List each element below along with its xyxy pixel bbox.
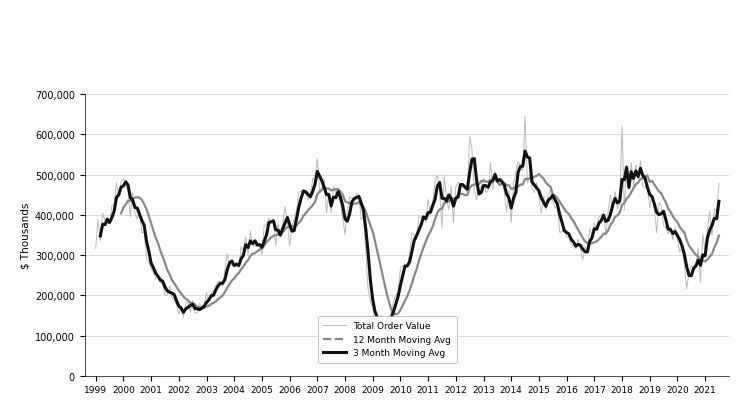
Total Order Value	[495, 183, 504, 188]
12 Month Moving Avg	[532, 174, 541, 179]
Y-axis label: $ Thousands: $ Thousands	[21, 202, 31, 268]
Line: Total Order Value: Total Order Value	[96, 117, 719, 324]
12 Month Moving Avg	[715, 233, 723, 238]
12 Month Moving Avg	[299, 214, 308, 218]
Total Order Value	[537, 211, 545, 216]
3 Month Moving Avg	[664, 227, 673, 232]
Text: Through July 2021: Through July 2021	[404, 62, 538, 77]
3 Month Moving Avg	[532, 186, 541, 191]
12 Month Moving Avg	[514, 185, 523, 190]
3 Month Moving Avg	[514, 170, 523, 175]
3 Month Moving Avg	[299, 189, 308, 194]
Text: USMTO: USMTO	[125, 19, 198, 38]
Total Order Value	[715, 181, 723, 186]
Bar	[0, 0, 107, 89]
Total Order Value	[520, 114, 529, 119]
12 Month Moving Avg	[664, 206, 673, 211]
Line: 3 Month Moving Avg: 3 Month Moving Avg	[100, 152, 719, 323]
Total Order Value	[664, 232, 673, 237]
Total Order Value	[668, 237, 677, 242]
Legend: Total Order Value, 12 Month Moving Avg, 3 Month Moving Avg: Total Order Value, 12 Month Moving Avg, …	[318, 316, 456, 363]
12 Month Moving Avg	[493, 180, 502, 185]
12 Month Moving Avg	[659, 196, 668, 201]
Total Order Value	[516, 164, 525, 169]
Line: 12 Month Moving Avg: 12 Month Moving Avg	[121, 175, 719, 314]
3 Month Moving Avg	[659, 209, 668, 214]
Text: U.S. Manufacturing Technology Orders: U.S. Manufacturing Technology Orders	[125, 71, 299, 80]
Total Order Value	[91, 246, 100, 251]
3 Month Moving Avg	[715, 199, 723, 204]
Text: Total U.S. Manufacturing Technology Orders: Total U.S. Manufacturing Technology Orde…	[265, 19, 677, 38]
3 Month Moving Avg	[493, 179, 502, 184]
Text: A statistical program by AMT: A statistical program by AMT	[125, 50, 226, 56]
Total Order Value	[299, 188, 308, 192]
Total Order Value	[371, 322, 380, 327]
